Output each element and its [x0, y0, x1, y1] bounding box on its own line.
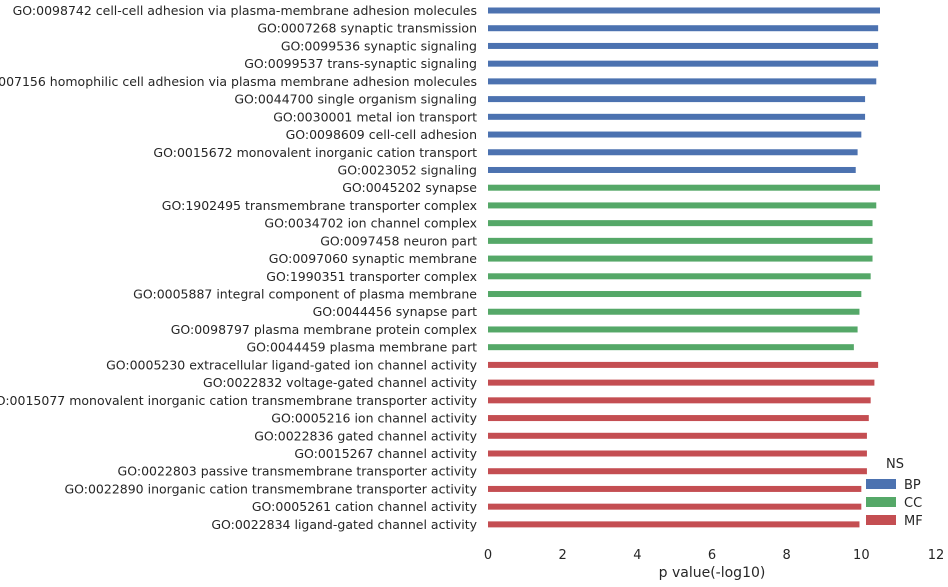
legend-title: NS [886, 457, 904, 472]
legend-swatch-mf [866, 515, 896, 525]
x-tick-label-8: 8 [783, 548, 791, 563]
bar-28 [488, 485, 862, 492]
bar-11 [488, 184, 880, 191]
x-tick-label-10: 10 [853, 548, 870, 563]
bar-15 [488, 255, 873, 262]
category-label-8: GO:0098609 cell-cell adhesion [286, 127, 477, 142]
category-label-14: GO:0097458 neuron part [320, 233, 477, 248]
category-label-5: GO:0007156 homophilic cell adhesion via … [0, 74, 477, 89]
category-label-24: GO:0005216 ion channel activity [271, 411, 477, 426]
category-label-25: GO:0022836 gated channel activity [254, 428, 477, 443]
bar-12 [488, 202, 877, 209]
category-label-26: GO:0015267 channel activity [294, 446, 477, 461]
bar-30 [488, 521, 860, 528]
category-label-27: GO:0022803 passive transmembrane transpo… [118, 464, 478, 479]
category-label-10: GO:0023052 signaling [338, 162, 477, 177]
category-label-20: GO:0044459 plasma membrane part [246, 340, 477, 355]
category-label-16: GO:1990351 transporter complex [266, 269, 477, 284]
bar-1 [488, 7, 880, 14]
legend-swatch-cc [866, 497, 896, 507]
legend-swatch-bp [866, 479, 896, 489]
bar-17 [488, 291, 862, 298]
category-label-30: GO:0022834 ligand-gated channel activity [211, 517, 477, 532]
category-label-22: GO:0022832 voltage-gated channel activit… [203, 375, 478, 390]
x-tick-label-0: 0 [484, 548, 492, 563]
category-label-21: GO:0005230 extracellular ligand-gated io… [106, 357, 478, 372]
bar-21 [488, 361, 879, 368]
legend-label-bp: BP [904, 478, 921, 493]
category-label-7: GO:0030001 metal ion transport [273, 109, 477, 124]
bar-25 [488, 432, 867, 439]
category-label-15: GO:0097060 synaptic membrane [269, 251, 478, 266]
legend-label-mf: MF [904, 514, 923, 529]
category-label-17: GO:0005887 integral component of plasma … [133, 287, 477, 302]
category-label-19: GO:0098797 plasma membrane protein compl… [171, 322, 477, 337]
bar-7 [488, 113, 866, 120]
legend: NS BP CC MF [866, 457, 923, 529]
x-axis-label: p value(-log10) [659, 565, 766, 581]
category-label-23: GO:0015077 monovalent inorganic cation t… [0, 393, 478, 408]
bar-4 [488, 60, 879, 67]
x-tick-label-12: 12 [928, 548, 945, 563]
bar-8 [488, 131, 862, 138]
category-label-4: GO:0099537 trans-synaptic signaling [244, 56, 477, 71]
bar-22 [488, 379, 875, 386]
category-label-9: GO:0015672 monovalent inorganic cation t… [153, 145, 477, 160]
bar-9 [488, 149, 858, 156]
bar-20 [488, 344, 854, 351]
bars-layer [488, 7, 880, 528]
category-labels: GO:0098742 cell-cell adhesion via plasma… [0, 3, 478, 532]
x-axis: 0 2 4 6 8 10 12 [484, 548, 944, 563]
bar-19 [488, 326, 858, 333]
bar-10 [488, 166, 856, 173]
category-label-28: GO:0022890 inorganic cation transmembran… [64, 481, 477, 496]
category-label-12: GO:1902495 transmembrane transporter com… [162, 198, 477, 213]
category-label-2: GO:0007268 synaptic transmission [257, 21, 477, 36]
bar-26 [488, 450, 867, 457]
category-label-11: GO:0045202 synapse [342, 180, 477, 195]
bar-23 [488, 397, 871, 404]
category-label-29: GO:0005261 cation channel activity [252, 499, 478, 514]
category-label-18: GO:0044456 synapse part [313, 304, 477, 319]
bar-5 [488, 78, 877, 85]
x-tick-label-4: 4 [633, 548, 641, 563]
bar-13 [488, 220, 873, 227]
bar-27 [488, 468, 867, 475]
bar-29 [488, 503, 862, 510]
category-label-6: GO:0044700 single organism signaling [234, 92, 477, 107]
x-tick-label-6: 6 [708, 548, 716, 563]
x-tick-label-2: 2 [559, 548, 567, 563]
bar-16 [488, 273, 871, 280]
bar-3 [488, 42, 879, 49]
bar-6 [488, 96, 866, 103]
legend-label-cc: CC [904, 496, 922, 511]
bar-24 [488, 415, 869, 422]
category-label-13: GO:0034702 ion channel complex [264, 216, 477, 231]
category-label-3: GO:0099536 synaptic signaling [281, 38, 477, 53]
bar-18 [488, 308, 860, 315]
category-label-1: GO:0098742 cell-cell adhesion via plasma… [13, 3, 477, 18]
bar-2 [488, 25, 879, 32]
bar-14 [488, 237, 873, 244]
